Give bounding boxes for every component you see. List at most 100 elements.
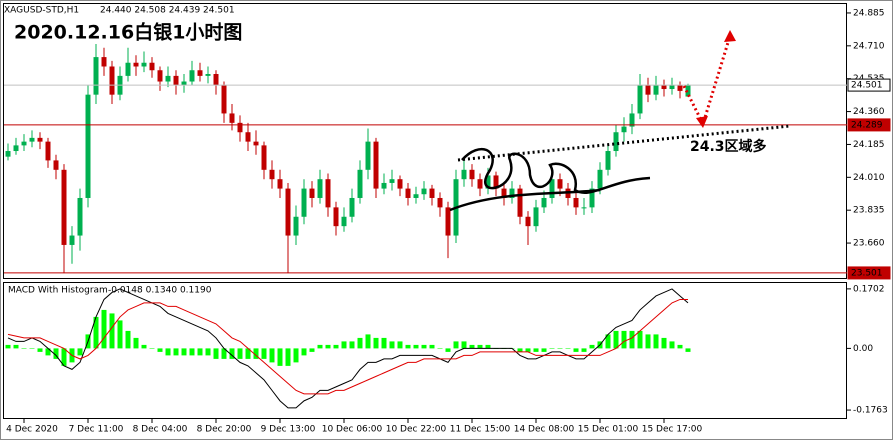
histogram-bar <box>405 344 411 349</box>
ohlc-header: 24.440 24.508 24.439 24.501 <box>100 6 235 16</box>
candle-body <box>437 197 443 208</box>
histogram-bar <box>429 344 435 349</box>
candle-body <box>157 70 163 82</box>
candle-body <box>317 179 323 198</box>
candle-body <box>365 141 371 170</box>
histogram-bar <box>53 348 59 359</box>
x-tick-label: 15 Dec 01:00 <box>578 425 639 435</box>
candle-body <box>277 179 283 189</box>
histogram-bar <box>533 348 539 352</box>
candle-body <box>525 216 531 227</box>
histogram-bar <box>357 337 363 349</box>
candle-body <box>301 188 307 217</box>
candle-body <box>541 197 547 208</box>
candle-body <box>637 85 643 114</box>
histogram-bar <box>277 348 283 366</box>
y-tick-label: -0.1763 <box>853 406 888 416</box>
candle-body <box>613 132 619 152</box>
candle-body <box>101 57 107 67</box>
histogram-bar <box>573 348 579 352</box>
histogram-bar <box>189 348 195 356</box>
candle-body <box>653 85 659 95</box>
candle-body <box>373 141 379 189</box>
histogram-bar <box>229 348 235 359</box>
candle-body <box>293 216 299 236</box>
x-tick-label: 14 Dec 08:00 <box>514 425 575 435</box>
price-label-box <box>847 78 891 92</box>
candle-body <box>109 66 115 95</box>
histogram-bar <box>101 309 107 349</box>
candle-body <box>405 188 411 198</box>
candle-body <box>205 74 211 76</box>
y-tick-label: 23.835 <box>853 206 885 216</box>
candle-body <box>357 169 363 198</box>
candle-body <box>189 70 195 82</box>
candle-body <box>669 85 675 90</box>
candle-body <box>557 179 563 189</box>
histogram-bar <box>237 348 243 359</box>
candle-body <box>213 74 219 86</box>
histogram-bar <box>29 348 35 349</box>
candle-body <box>53 160 59 170</box>
x-tick-label: 15 Dec 17:00 <box>642 425 703 435</box>
histogram-bar <box>685 348 691 352</box>
price-label-box <box>847 266 891 280</box>
candle-body <box>173 75 179 86</box>
candle-body <box>397 179 403 189</box>
macd-panel <box>3 282 847 419</box>
x-tick-label: 9 Dec 13:00 <box>261 425 316 435</box>
candle-body <box>69 235 75 245</box>
histogram-bar <box>269 348 275 363</box>
plot: 24.88524.71024.53524.36024.18524.01023.8… <box>4 8 891 435</box>
candle-body <box>165 75 171 82</box>
histogram-bar <box>453 341 459 349</box>
candle-body <box>429 188 435 198</box>
candle-body <box>269 169 275 180</box>
candle-body <box>29 137 35 142</box>
candle-body <box>597 169 603 189</box>
candle-body <box>589 188 595 208</box>
y-tick-label: 23.660 <box>853 239 885 249</box>
main-panel <box>3 3 847 279</box>
y-tick-label: 24.885 <box>853 8 885 18</box>
candle-body <box>605 151 611 170</box>
histogram-bar <box>221 348 227 359</box>
histogram-bar <box>485 344 491 349</box>
histogram-bar <box>669 341 675 349</box>
candle-body <box>501 188 507 198</box>
candle-body <box>549 179 555 198</box>
histogram-bar <box>21 348 27 349</box>
histogram-bar <box>621 330 627 349</box>
candle-body <box>621 126 627 133</box>
x-tick-label: 10 Dec 06:00 <box>322 425 383 435</box>
y-tick-label: 24.010 <box>853 173 885 183</box>
histogram-bar <box>293 348 299 363</box>
histogram-bar <box>677 344 683 349</box>
histogram-bar <box>301 348 307 356</box>
histogram-bar <box>589 344 595 349</box>
histogram-bar <box>349 341 355 349</box>
candle-body <box>493 175 499 189</box>
histogram-bar <box>197 348 203 356</box>
arrow-head <box>696 116 708 128</box>
macd-line <box>7 298 688 395</box>
histogram-bar <box>413 344 419 349</box>
candle-body <box>77 197 83 236</box>
candle-body <box>61 169 67 245</box>
candle-body <box>413 194 419 198</box>
histogram-bar <box>333 344 339 349</box>
overlay-title: 2020.12.16白银1小时图 <box>14 21 242 44</box>
histogram-bar <box>397 341 403 349</box>
x-tick-label: 11 Dec 15:00 <box>450 425 511 435</box>
histogram-bar <box>389 341 395 349</box>
histogram-bar <box>165 348 171 356</box>
histogram-bar <box>109 313 115 349</box>
chart-title: XAGUSD-STD,H1 <box>4 6 79 16</box>
histogram-bar <box>613 330 619 349</box>
histogram-bar <box>661 337 667 349</box>
y-tick-label: 24.360 <box>853 107 885 117</box>
candle-body <box>661 85 667 90</box>
candle-body <box>477 179 483 189</box>
histogram-bar <box>541 348 547 352</box>
